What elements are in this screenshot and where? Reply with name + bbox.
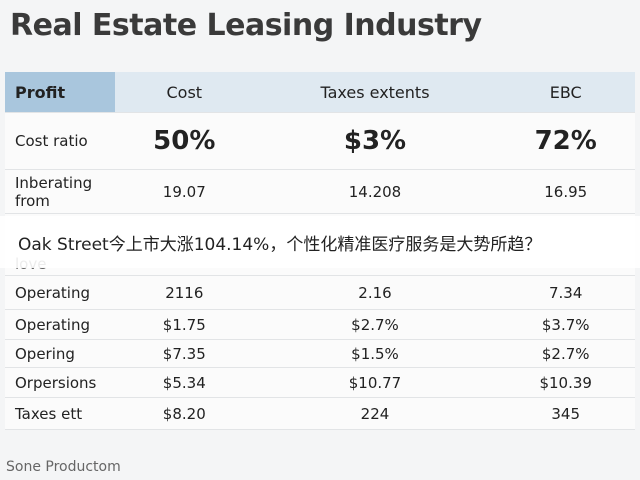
cell: 14.208 [253,169,497,214]
cell: $2.7% [496,339,635,368]
cell: $2.7% [253,309,497,340]
cell: $1.5% [253,339,497,368]
data-table: Profit Cost Taxes extents EBC Cost ratio 50% $… [5,72,635,430]
row-label: Cost ratio [5,112,115,170]
caption-banner: Oak Street今上市大涨104.14%，个性化精准医疗服务是大势所趋？ [0,216,640,268]
cell: 72% [496,112,635,170]
cell: 345 [496,397,635,430]
row-label: Opering [5,339,115,368]
row-label: Operating [5,309,115,340]
cell: 7.34 [496,275,635,310]
cell: $3% [253,112,497,170]
cell: $10.77 [253,367,497,398]
header-row: Profit Cost Taxes extents EBC [5,72,635,113]
cell: 2116 [115,275,254,310]
table-row: Cost ratio 50% $3% 72% [5,112,635,170]
cell: $5.34 [115,367,254,398]
cell: $10.39 [496,367,635,398]
table-row: Orpersions $5.34 $10.77 $10.39 [5,367,635,398]
cell: 50% [115,112,254,170]
title: Real Estate Leasing Industry [10,8,482,43]
footer: Sone Productom [6,459,121,475]
row-label: Inberating from [5,169,115,214]
row-label: Orpersions [5,367,115,398]
cell: 19.07 [115,169,254,214]
table-row: Opering $7.35 $1.5% $2.7% [5,339,635,368]
cell: $3.7% [496,309,635,340]
table-row: Operating $1.75 $2.7% $3.7% [5,309,635,340]
column-header: Taxes extents [253,72,497,113]
column-header: Cost [115,72,254,113]
cell: $8.20 [115,397,254,430]
cell: 224 [253,397,497,430]
cell: $1.75 [115,309,254,340]
column-header: EBC [496,72,635,113]
table-row: Operating 2116 2.16 7.34 [5,275,635,310]
row-label: Operating [5,275,115,310]
row-label: Taxes ett [5,397,115,430]
table-row: Taxes ett $8.20 224 345 [5,397,635,430]
cell: $7.35 [115,339,254,368]
caption: Oak Street今上市大涨104.14%，个性化精准医疗服务是大势所趋？ [18,235,542,255]
column-header: Profit [5,72,115,113]
cell: 16.95 [496,169,635,214]
cell: 2.16 [253,275,497,310]
table-row: Inberating from 19.07 14.208 16.95 [5,169,635,214]
